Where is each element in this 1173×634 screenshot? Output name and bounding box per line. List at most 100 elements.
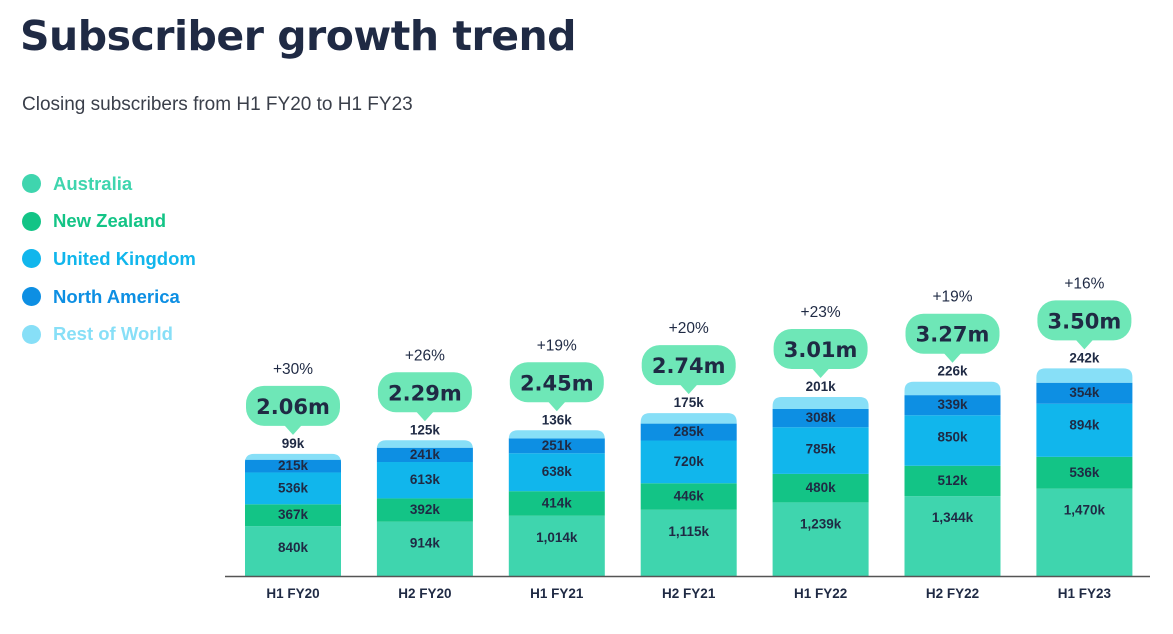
growth-label: +26% bbox=[405, 347, 445, 364]
data-label: 840k bbox=[278, 540, 309, 555]
data-label: 354k bbox=[1069, 385, 1100, 400]
data-label: 215k bbox=[278, 458, 309, 473]
growth-label: +23% bbox=[801, 304, 841, 321]
total-label: 3.27m bbox=[916, 323, 990, 347]
bar-segment bbox=[772, 502, 869, 576]
bar-segment bbox=[245, 453, 341, 463]
data-label: 536k bbox=[1069, 465, 1100, 480]
total-callout bbox=[246, 385, 340, 426]
legend-item-australia: Australia bbox=[22, 165, 196, 203]
bar-segment bbox=[772, 473, 869, 503]
x-tick-label: H1 FY22 bbox=[794, 586, 847, 601]
data-label: 720k bbox=[674, 454, 705, 469]
total-label: 2.06m bbox=[256, 395, 330, 419]
data-label: 226k bbox=[937, 364, 968, 379]
bar-segment bbox=[245, 504, 341, 527]
data-label: 201k bbox=[806, 379, 837, 394]
total-callout bbox=[773, 329, 868, 370]
bar-segment bbox=[376, 521, 473, 576]
total-callout bbox=[377, 372, 472, 413]
legend-label-rest-of-world: Rest of World bbox=[53, 323, 173, 345]
legend-swatch-north-america bbox=[22, 287, 41, 307]
total-label: 2.74m bbox=[652, 354, 726, 378]
data-label: 285k bbox=[674, 424, 705, 439]
data-label: 446k bbox=[674, 489, 705, 504]
bar-segment bbox=[508, 491, 605, 516]
growth-label: +16% bbox=[1064, 275, 1104, 292]
data-label: 414k bbox=[542, 495, 573, 510]
legend-item-united-kingdom: United Kingdom bbox=[22, 240, 196, 278]
growth-label: +19% bbox=[537, 337, 577, 354]
data-label: 241k bbox=[410, 447, 441, 462]
total-label: 3.50m bbox=[1048, 309, 1122, 333]
x-tick-label: H1 FY23 bbox=[1058, 586, 1112, 601]
data-label: 242k bbox=[1069, 350, 1100, 365]
bar-segment bbox=[1036, 403, 1133, 457]
bar-segment bbox=[508, 515, 605, 576]
total-label: 3.01m bbox=[784, 338, 858, 362]
bar-segment bbox=[772, 397, 869, 409]
bar-segment bbox=[245, 526, 341, 576]
data-label: 125k bbox=[410, 422, 441, 437]
total-callout bbox=[1037, 300, 1132, 341]
data-label: 536k bbox=[278, 480, 309, 495]
bar-segment bbox=[1036, 382, 1133, 404]
bar-segment bbox=[640, 423, 737, 441]
legend-label-new-zealand: New Zealand bbox=[53, 210, 167, 232]
growth-label: +20% bbox=[669, 320, 709, 337]
legend-item-new-zealand: New Zealand bbox=[22, 203, 196, 241]
bar-segment bbox=[376, 447, 473, 463]
data-label: 785k bbox=[806, 441, 837, 456]
data-label: 99k bbox=[282, 436, 305, 451]
data-label: 251k bbox=[542, 438, 573, 453]
bar-segment bbox=[245, 472, 341, 505]
data-label: 392k bbox=[410, 502, 441, 517]
data-label: 339k bbox=[937, 397, 968, 412]
bar-segment bbox=[904, 496, 1001, 576]
total-label: 2.29m bbox=[388, 381, 462, 405]
x-tick-label: H2 FY21 bbox=[662, 586, 716, 601]
chart-title: Subscriber growth trend bbox=[20, 12, 577, 60]
bar-segment bbox=[1036, 368, 1133, 383]
total-callout-pointer bbox=[1075, 339, 1094, 350]
bar-segment bbox=[772, 408, 869, 428]
bar-segment bbox=[1036, 456, 1133, 489]
total-callout-pointer bbox=[284, 424, 302, 435]
x-tick-label: H2 FY22 bbox=[926, 586, 979, 601]
bar-segment bbox=[772, 427, 869, 474]
bar-segment bbox=[1036, 488, 1133, 576]
total-callout-pointer bbox=[547, 401, 566, 412]
data-label: 480k bbox=[806, 480, 837, 495]
bar-segment bbox=[376, 462, 473, 499]
data-label: 1,239k bbox=[800, 516, 842, 531]
total-callout-pointer bbox=[811, 368, 830, 379]
legend-swatch-united-kingdom bbox=[22, 249, 41, 269]
growth-label: +30% bbox=[273, 361, 313, 378]
data-label: 512k bbox=[937, 473, 968, 488]
bar-segment bbox=[640, 483, 737, 510]
data-label: 850k bbox=[937, 429, 968, 444]
x-tick-label: H2 FY20 bbox=[398, 586, 451, 601]
bar-segment bbox=[508, 438, 605, 454]
total-callout bbox=[509, 362, 604, 403]
data-label: 136k bbox=[542, 412, 573, 427]
legend-label-australia: Australia bbox=[53, 172, 133, 194]
bar-segment bbox=[640, 509, 737, 576]
legend-label-north-america: North America bbox=[53, 285, 180, 307]
bar-segment bbox=[376, 498, 473, 522]
data-label: 367k bbox=[278, 507, 309, 522]
total-callout bbox=[905, 313, 1000, 354]
bar-segment bbox=[904, 395, 1001, 416]
x-tick-label: H1 FY21 bbox=[530, 586, 584, 601]
data-label: 638k bbox=[542, 464, 573, 479]
bar-segment bbox=[904, 381, 1001, 396]
bar-segment bbox=[904, 415, 1001, 466]
bar-segment bbox=[376, 440, 473, 450]
x-tick-label: H1 FY20 bbox=[266, 586, 319, 601]
bar-segment bbox=[245, 459, 341, 473]
data-label: 613k bbox=[410, 472, 441, 487]
total-label: 2.45m bbox=[520, 371, 594, 395]
total-callout-pointer bbox=[679, 384, 698, 395]
data-label: 1,115k bbox=[668, 524, 709, 539]
